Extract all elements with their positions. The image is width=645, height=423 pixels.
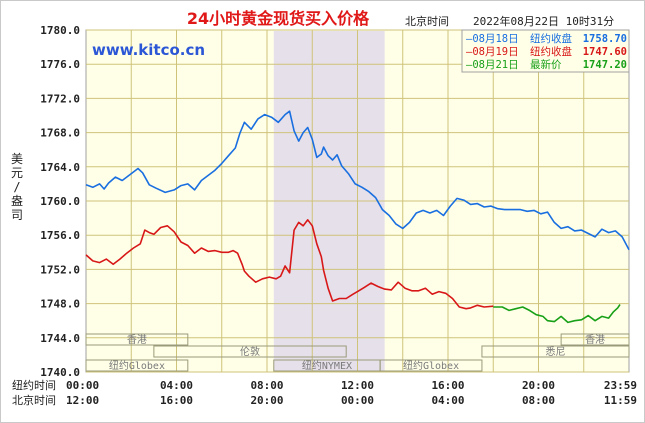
x-tick-label: 12:00 <box>341 379 374 392</box>
market-bar <box>481 345 630 358</box>
y-label-char: 司 <box>11 208 23 222</box>
series-line-3 <box>493 304 621 324</box>
y-tick-label: 1776.0 <box>40 58 80 71</box>
y-axis-label: 美元/盎司 <box>11 152 23 222</box>
market-label: 纽约Globex <box>403 359 459 372</box>
x-tick-label: 23:59 <box>604 379 637 392</box>
legend-value: 1758.70 <box>583 33 627 45</box>
y-tick-label: 1780.0 <box>40 24 80 37</box>
source-watermark: www.kitco.cn <box>92 41 205 59</box>
timestamp-value: 2022年08月22日 10时31分 <box>473 14 614 28</box>
market-label: 伦敦 <box>240 345 260 358</box>
legend-label: 最新价 <box>530 58 562 71</box>
legend: —08月18日 纽约收盘 1758.70 —08月19日 纽约收盘 1747.60 —08月… <box>461 29 630 73</box>
y-tick-label: 1772.0 <box>40 92 80 105</box>
x-tick-label: 00:00 <box>341 394 374 407</box>
y-tick-label: 1764.0 <box>40 161 80 174</box>
y-tick-label: 1768.0 <box>40 127 80 140</box>
market-bar <box>85 333 189 346</box>
legend-date: —08月18日 <box>466 33 519 45</box>
series-line-1 <box>85 110 630 251</box>
x-tick-label: 08:00 <box>250 379 283 392</box>
y-tick-label: 1756.0 <box>40 229 80 242</box>
x-tick-label: 04:00 <box>160 379 193 392</box>
x-axis-ticks: 纽约时间 00:00 04:00 08:00 12:00 16:00 20:00 23:59 北… <box>12 378 637 407</box>
x-tick-label: 20:00 <box>522 379 555 392</box>
y-label-char: / <box>13 180 20 194</box>
y-label-char: 盎 <box>11 194 23 208</box>
y-tick-label: 1748.0 <box>40 298 80 311</box>
x-tick-label: 08:00 <box>522 394 555 407</box>
x-tick-label: 12:00 <box>66 394 99 407</box>
x-tick-label: 00:00 <box>66 379 99 392</box>
market-bar <box>379 359 483 372</box>
market-label: 纽约Globex <box>109 359 165 372</box>
x-tick-label: 11:59 <box>604 394 637 407</box>
legend-value: 1747.60 <box>583 46 627 58</box>
y-axis-ticks: 1780.0 1776.0 1772.0 1768.0 1764.0 1760.0 1756… <box>40 24 80 379</box>
legend-label: 纽约收盘 <box>530 32 572 45</box>
y-tick-label: 1744.0 <box>40 332 80 345</box>
x-tick-label: 16:00 <box>160 394 193 407</box>
market-bar <box>85 359 189 372</box>
price-series <box>85 110 630 324</box>
market-label: 悉尼 <box>545 346 565 358</box>
timezone-label: 纽约时间 <box>12 378 56 392</box>
timestamp-label: 北京时间 <box>405 14 449 28</box>
market-bar <box>560 333 630 346</box>
legend-box <box>461 29 630 73</box>
y-label-char: 美 <box>11 152 23 166</box>
x-tick-label: 04:00 <box>431 394 464 407</box>
y-label-char: 元 <box>11 166 23 180</box>
market-label: 纽约NYMEX <box>302 359 352 372</box>
series-line-2 <box>85 219 494 310</box>
x-tick-label: 20:00 <box>250 394 283 407</box>
legend-value: 1747.20 <box>583 59 627 71</box>
timezone-label: 北京时间 <box>12 393 56 407</box>
market-label: 香港 <box>127 334 147 346</box>
chart-title: 24小时黄金现货买入价格 <box>187 9 370 28</box>
y-tick-label: 1740.0 <box>40 366 80 379</box>
y-tick-label: 1760.0 <box>40 195 80 208</box>
market-label: 香港 <box>585 334 605 346</box>
y-tick-label: 1752.0 <box>40 263 80 276</box>
x-tick-label: 16:00 <box>431 379 464 392</box>
legend-date: —08月19日 <box>466 46 519 58</box>
legend-label: 纽约收盘 <box>530 45 572 58</box>
market-bar <box>153 345 347 358</box>
legend-date: —08月21日 <box>466 59 519 71</box>
